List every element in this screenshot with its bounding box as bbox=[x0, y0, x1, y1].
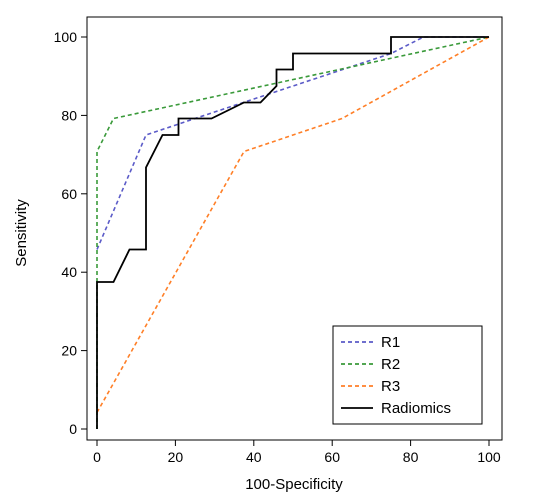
y-axis-title: Sensitivity bbox=[13, 199, 30, 267]
plot-frame bbox=[86, 16, 503, 441]
x-tick-label: 60 bbox=[324, 449, 340, 465]
y-tick-label: 40 bbox=[61, 264, 77, 280]
legend: R1 R2 R3 Radiomics bbox=[332, 325, 483, 425]
x-axis-title: 100-Specificity bbox=[245, 476, 343, 493]
axes: 0 20 40 60 80 100 0 20 40 60 80 100 bbox=[54, 16, 503, 465]
series-line-r3 bbox=[96, 36, 490, 413]
y-tick-label: 20 bbox=[61, 343, 77, 359]
legend-label-radiomics: Radiomics bbox=[381, 400, 451, 417]
y-tick-label: 60 bbox=[61, 186, 77, 202]
y-tick-label: 80 bbox=[61, 107, 77, 123]
series-line-radiomics bbox=[96, 36, 489, 429]
x-tick-label: 100 bbox=[477, 449, 501, 465]
legend-label-r2: R2 bbox=[381, 356, 400, 373]
series-layer bbox=[96, 36, 490, 429]
legend-label-r1: R1 bbox=[381, 334, 400, 351]
x-tick-label: 0 bbox=[93, 449, 101, 465]
series-line-r2 bbox=[96, 36, 490, 429]
x-tick-label: 40 bbox=[246, 449, 262, 465]
legend-label-r3: R3 bbox=[381, 378, 400, 395]
y-tick-label: 0 bbox=[69, 421, 77, 437]
y-tick-label: 100 bbox=[54, 29, 78, 45]
x-tick-label: 20 bbox=[168, 449, 184, 465]
x-tick-label: 80 bbox=[403, 449, 419, 465]
